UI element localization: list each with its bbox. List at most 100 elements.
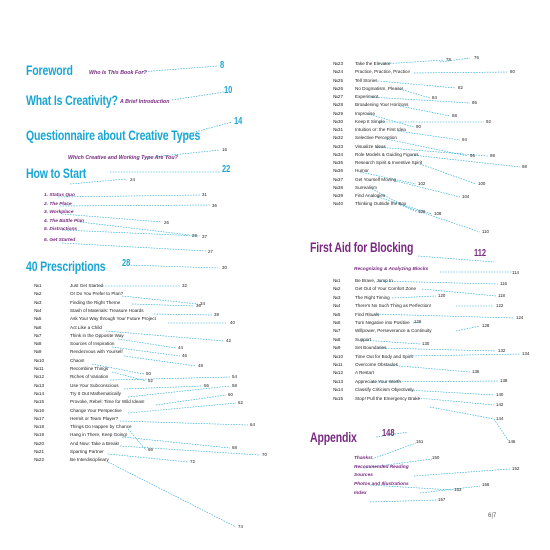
prescription-label: Change Your Perspective [70, 407, 122, 413]
appendix-item-index: Index [354, 491, 367, 496]
prescription-page: 62 [238, 400, 243, 405]
prescription-number: №6 [34, 324, 42, 330]
prescription-number: №36 [333, 168, 344, 174]
appendix-item-thanks: Thanks! [354, 456, 373, 461]
prescription-label: Recombine Things [70, 366, 109, 371]
firstaid-page: 116 [500, 281, 507, 286]
prescription-label: Sparring Partner [70, 449, 104, 454]
firstaid-label: Be Brave, Jump In [355, 278, 393, 283]
prescription-page: 98 [522, 164, 527, 169]
prescription-number: №12 [34, 374, 45, 380]
prescription-number: №28 [333, 102, 344, 108]
prescription-page: 36 [196, 303, 201, 308]
firstaid-label: There's No Such Thing as Perfection! [355, 303, 432, 309]
prescription-label: Just Get Started [70, 283, 104, 288]
firstaid-page: 128 [482, 323, 490, 328]
firstaid-page: 136 [472, 369, 480, 374]
firstaid-page: 122 [496, 303, 504, 308]
howto-item-5: 5. Distractions [44, 227, 78, 232]
prescription-number: №13 [34, 382, 45, 388]
prescription-number: №39 [333, 193, 344, 198]
prescription-label: Get Yourself Moving [355, 176, 397, 182]
prescription-number: №37 [333, 176, 344, 182]
prescription-label: Experiment [355, 94, 379, 99]
prescription-page: 40 [230, 320, 235, 325]
prescription-page: 108 [434, 211, 442, 216]
prescription-label: Finding the Right Theme [70, 299, 121, 305]
prescription-label: Hermit or Team Player? [70, 415, 119, 421]
appendix-item-sources: Sources [354, 473, 373, 478]
prescription-number: №31 [333, 127, 344, 132]
prescription-page: 66 [148, 447, 153, 452]
appendix-item-reading: Recommended Reading [354, 465, 409, 470]
prescription-number: №22 [34, 457, 45, 463]
prescription-label: Ask Your Way through Your Future Project [70, 316, 156, 322]
firstaid-number: №1 [333, 278, 341, 283]
firstaid-number: №2 [333, 286, 341, 292]
prescription-page: 54 [232, 374, 237, 379]
section-title-creativity: What Is Creativity? [26, 93, 118, 108]
prescription-page: 90 [416, 124, 421, 129]
prescription-number: №4 [34, 307, 42, 313]
prescription-page: 106 [418, 209, 426, 214]
firstaid-label: Turn Negative into Positive [355, 320, 410, 325]
page-number-firstaid-extra: 146 [508, 439, 516, 444]
prescription-label: Role Models & Guiding Figures [355, 151, 419, 157]
firstaid-label: Find Rituals [355, 311, 380, 317]
page-number-howto-extra: 24 [130, 177, 135, 182]
prescription-number: №18 [34, 424, 45, 430]
page-number-questionnaire: 14 [234, 116, 243, 127]
page-number-firstaid-sub: 114 [512, 270, 519, 275]
prescription-page: 92 [486, 119, 491, 124]
firstaid-page: 130 [422, 341, 430, 346]
prescription-page: 32 [182, 283, 187, 288]
firstaid-page: 144 [496, 416, 504, 421]
prescription-label: Provoke, Rebel: Time for Wild Ideas! [70, 399, 145, 405]
howto-item-3: 3. Workplace [44, 210, 74, 215]
howto-item-4-page: 28 [192, 233, 197, 238]
firstaid-number: №6 [333, 320, 341, 325]
prescription-page: 80 [510, 69, 515, 74]
section-title-appendix: Appendix [310, 430, 357, 445]
firstaid-label: The Right Timing [355, 294, 390, 300]
section-subtitle-questionnaire: Which Creative and Working Type Are You? [68, 155, 178, 161]
appendix-item-photos-page: 156 [482, 482, 490, 487]
prescription-number: №8 [34, 341, 42, 347]
prescription-number: №21 [34, 449, 45, 454]
prescription-label: Research Spirit & Inventive Spirit [355, 160, 423, 165]
prescription-number: №14 [34, 390, 45, 396]
prescription-label: Stash of Materials: Treasure Hoards [70, 307, 144, 313]
appendix-item-index-page: 157 [438, 497, 446, 502]
page-number-appendix: 148 [382, 428, 395, 439]
prescription-label: Think in the Opposite Way [70, 332, 124, 338]
howto-item-2: 2. The Place [44, 202, 72, 207]
prescription-label: Thinking Outside the Box [355, 201, 407, 207]
section-title-prescriptions: 40 Prescriptions [26, 259, 106, 274]
prescription-label: No Dogmatism, Please! [355, 85, 404, 91]
prescription-number: №16 [34, 407, 45, 413]
prescription-label: And Now: Take a Break! [70, 440, 120, 446]
prescription-number: №26 [333, 85, 344, 91]
prescription-label: Act Like a Child [70, 324, 102, 330]
prescription-label: Hang in There, Keep Going! [70, 432, 128, 438]
page-number-creativity: 10 [224, 85, 233, 96]
firstaid-label: Appreciate Your Worth [355, 378, 401, 384]
section-subtitle-firstaid: Recognizing & Analyzing Blocks [354, 267, 429, 272]
firstaid-label: Overcome Obstacles [355, 362, 398, 367]
firstaid-label: A Restart [355, 370, 374, 376]
prescription-label: Use Your Subconscious [70, 382, 119, 388]
prescription-label: Broadening Your Horizons [355, 102, 409, 108]
prescription-page: 74 [238, 524, 243, 529]
prescription-page: 94 [462, 137, 467, 142]
prescription-page: 58 [232, 383, 237, 388]
prescription-label: Chaos! [70, 357, 85, 363]
prescription-page: 52 [148, 378, 153, 383]
prescription-number: №9 [34, 349, 42, 355]
prescription-number: №17 [34, 415, 45, 421]
howto-item-4: 4. The Battle Plan [44, 219, 84, 224]
page-number-questionnaire-sub: 16 [222, 147, 227, 152]
prescription-number: №35 [333, 160, 344, 165]
prescription-label: Visualize Ideas [355, 143, 386, 149]
prescription-page: 56 [204, 383, 209, 388]
howto-item-6-page: 27 [208, 249, 213, 254]
